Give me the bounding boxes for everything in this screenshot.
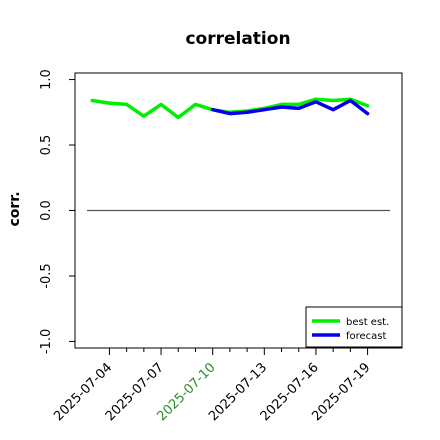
y-axis: 1.0 0.5 0.0 -0.5 -1.0 bbox=[39, 69, 75, 354]
y-tick-label: -1.0 bbox=[39, 329, 54, 354]
y-tick-label: 0.0 bbox=[39, 200, 54, 221]
chart-title: correlation bbox=[185, 29, 290, 49]
y-tick-label: 0.5 bbox=[39, 135, 54, 156]
legend-label-forecast: forecast bbox=[346, 331, 387, 342]
series-layer bbox=[90, 97, 370, 120]
x-axis: 2025-07-042025-07-072025-07-102025-07-13… bbox=[51, 348, 373, 424]
y-tick-label: -0.5 bbox=[39, 263, 54, 288]
legend-box bbox=[305, 306, 403, 348]
legend-label-best-est: best est. bbox=[346, 317, 389, 328]
y-axis-label: corr. bbox=[7, 191, 23, 226]
y-tick-label: 1.0 bbox=[39, 69, 54, 90]
legend: best est. forecast bbox=[305, 306, 403, 348]
series-line-forecast bbox=[210, 98, 370, 116]
